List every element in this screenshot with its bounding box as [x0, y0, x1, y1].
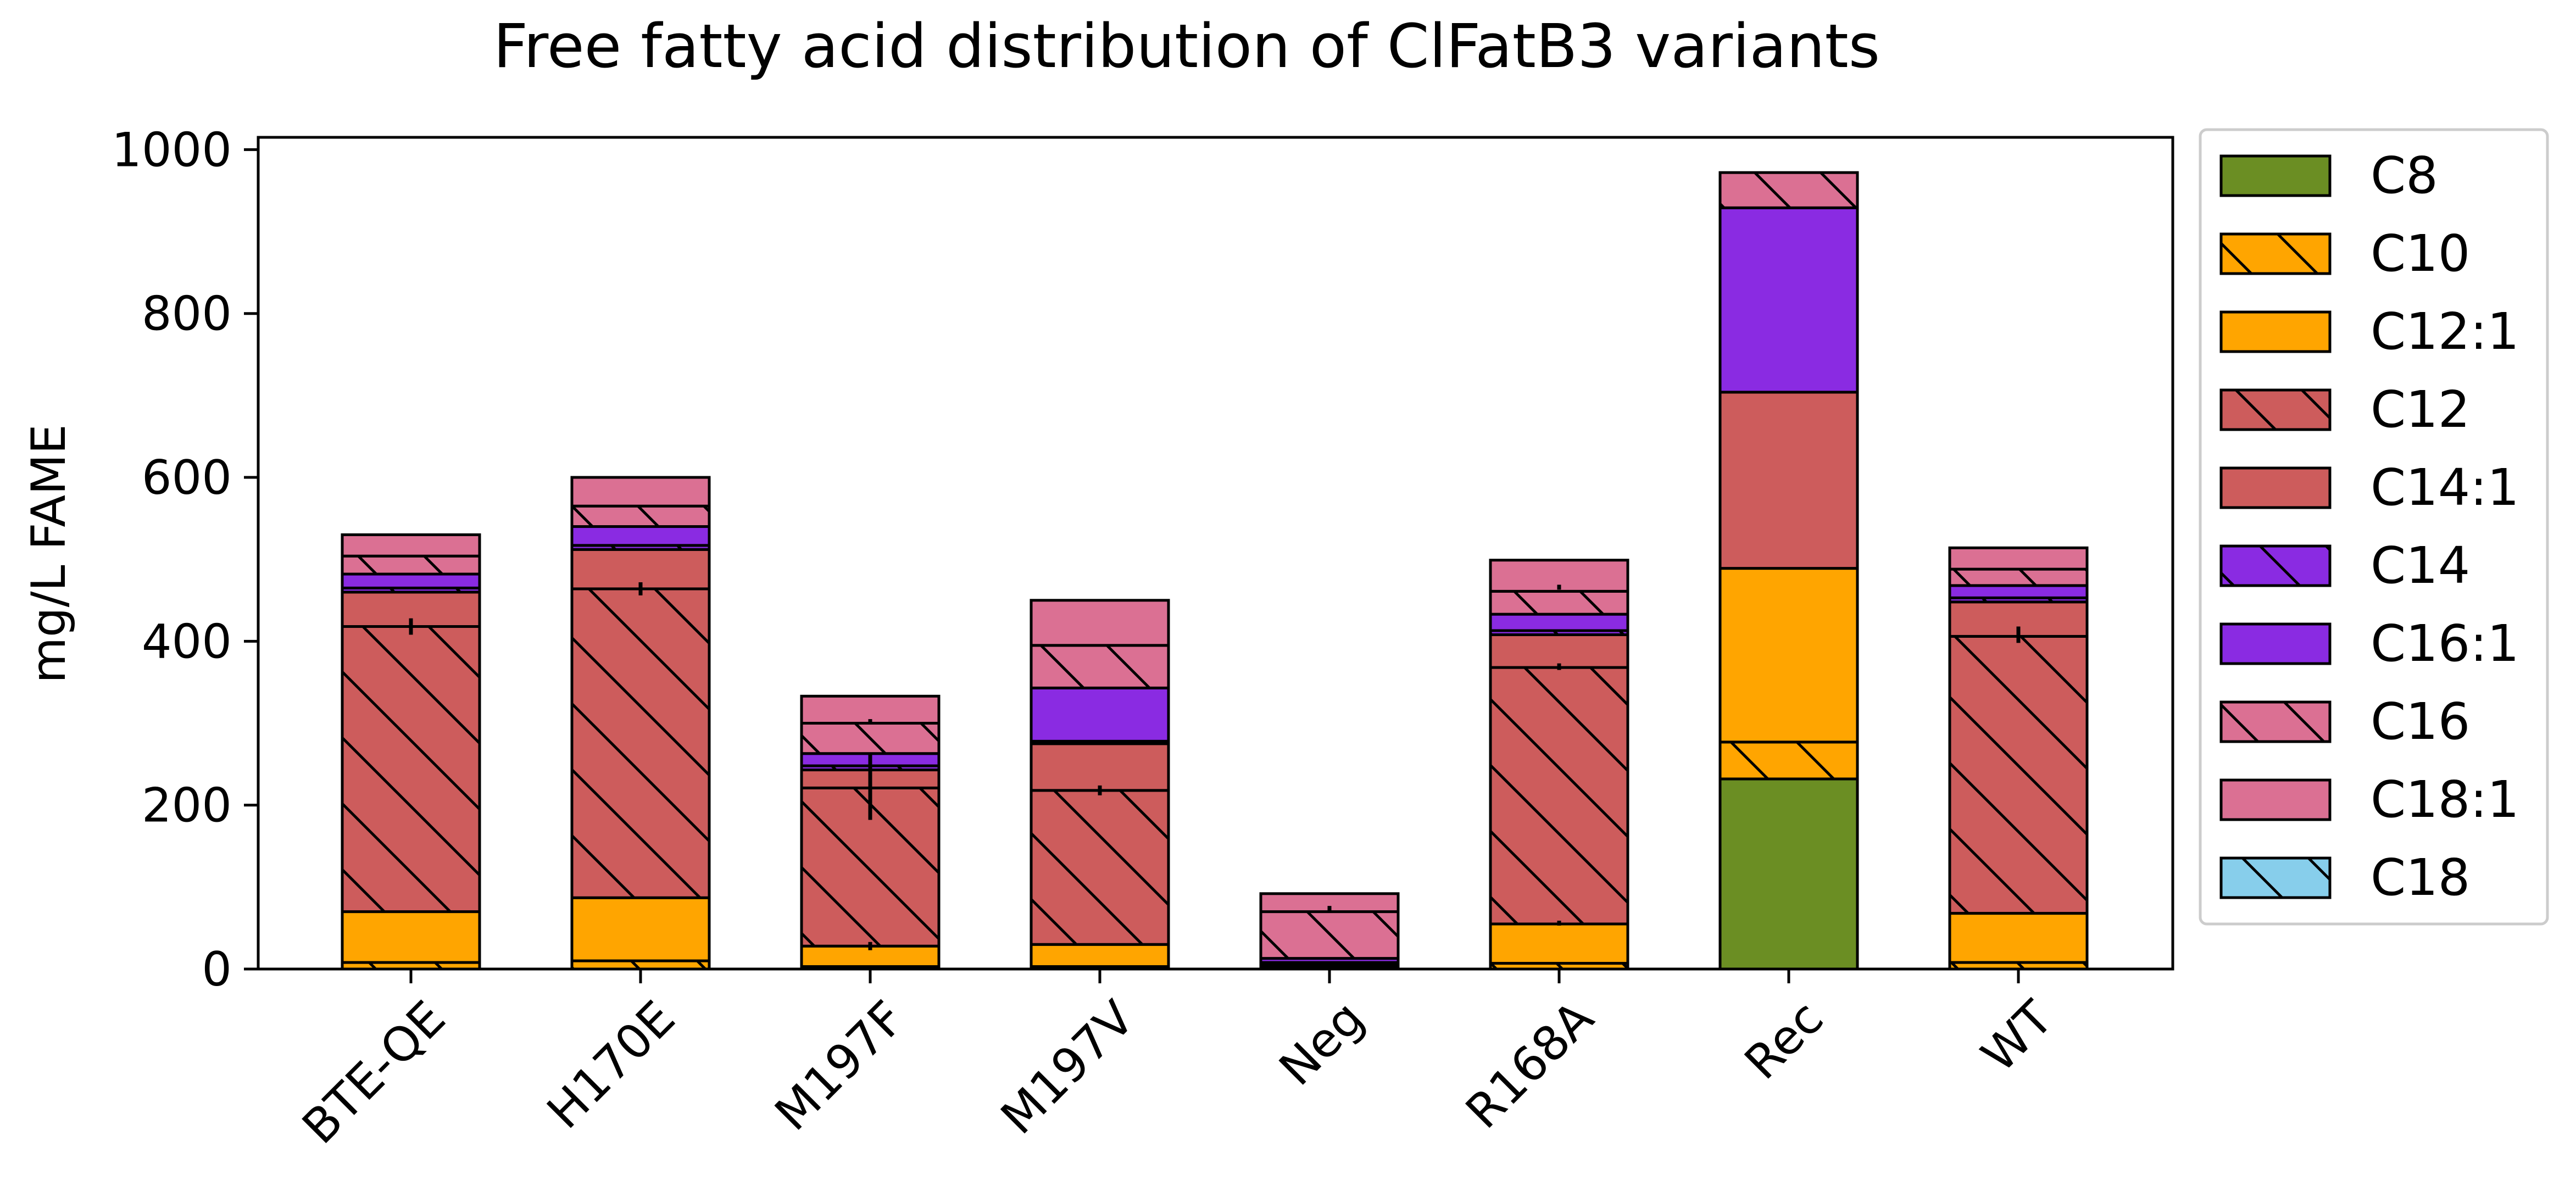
bar-r168a-c12-1 [1489, 922, 1629, 965]
legend-swatch-c18-hatch [2221, 858, 2330, 898]
y-tick-label-1000: 1000 [112, 123, 232, 177]
bar-rec-c10-hatch [1720, 742, 1857, 779]
bar-r168a-c14-1 [1489, 633, 1629, 669]
x-tick-label-rec: Rec [1734, 990, 1834, 1090]
bar-wt-c16-1 [1948, 584, 2089, 599]
bar-h170e-c14-hatch [572, 545, 709, 550]
bar-wt-c14-hatch [1950, 598, 2087, 602]
bar-m197f-c16-hatch [802, 723, 939, 754]
legend-label-c16-1: C16:1 [2371, 614, 2519, 673]
y-axis-label: mg/L FAME [21, 424, 76, 683]
bar-bte-qe-c16-1 [341, 572, 481, 589]
legend-swatch-c16-hatch [2221, 702, 2330, 742]
legend: C8 C10 C12:1 C12 C14:1 C14 C16:1 C16 C18:1 C18 [2199, 128, 2549, 926]
bar-rec-c16-1 [1718, 206, 1859, 394]
bar-wt-c18-1 [1948, 546, 2089, 571]
bar-m197v-c16-hatch [1031, 645, 1169, 688]
legend-label-c18-1: C18:1 [2371, 770, 2519, 829]
bar-rec-c8 [1718, 777, 1859, 971]
y-tick-label-600: 600 [142, 450, 232, 505]
x-tick-label-m197v: M197V [991, 990, 1145, 1145]
legend-swatch-c18-1 [2219, 778, 2332, 821]
bar-rec-c14-1 [1718, 391, 1859, 570]
bar-h170e-c10-hatch [572, 961, 709, 969]
legend-swatch-c12-hatch [2221, 390, 2330, 430]
x-tick-label-bte-qe: BTE-QE [292, 990, 456, 1154]
bar-h170e-c18-1 [570, 476, 711, 508]
x-axis-ticks: BTE-QE H170E M197F M197V Neg R168A Rec WT [292, 969, 2063, 1155]
bar-h170e-c12-hatch [572, 588, 709, 898]
bar-wt-c10-hatch [1950, 962, 2087, 969]
bar-bte-qe-c12-hatch [342, 626, 480, 912]
bar-r168a-c12-hatch [1490, 667, 1628, 924]
x-tick-label-wt: WT [1971, 990, 2063, 1083]
y-tick-label-0: 0 [202, 942, 232, 997]
bar-m197v-c18-1 [1030, 599, 1170, 647]
bar-wt-c12-hatch [1950, 636, 2087, 914]
bar-wt-c12-1 [1948, 912, 2089, 964]
legend-swatch-c8 [2219, 154, 2332, 197]
error-bars [409, 582, 2021, 950]
bar-bte-qe-c12-1 [341, 910, 481, 964]
legend-label-c16: C16 [2371, 692, 2470, 751]
bar-r168a-c14-hatch [1490, 630, 1628, 635]
bar-m197v-c16-1 [1030, 686, 1170, 743]
bars [341, 171, 2089, 971]
bar-m197v-c12-1 [1030, 943, 1170, 968]
legend-swatch-c14-1 [2219, 466, 2332, 509]
legend-label-c14-1: C14:1 [2371, 458, 2519, 517]
legend-label-c8: C8 [2371, 146, 2438, 205]
bar-m197v-c12-hatch [1031, 790, 1169, 945]
bar-r168a-c16-hatch [1490, 591, 1628, 615]
legend-label-c12: C12 [2371, 380, 2470, 439]
legend-swatch-c16-1 [2219, 622, 2332, 665]
bar-r168a-c10-hatch [1490, 963, 1628, 969]
bar-bte-qe-c16-hatch [342, 556, 480, 575]
legend-swatch-c12-1 [2219, 310, 2332, 353]
bar-bte-qe-c10-hatch [342, 962, 480, 969]
legend-label-c12-1: C12:1 [2371, 302, 2519, 361]
bar-h170e-c16-hatch [572, 506, 709, 527]
bar-bte-qe-c14-hatch [342, 588, 480, 592]
bar-h170e-c12-1 [570, 896, 711, 962]
x-tick-label-m197f: M197F [765, 990, 915, 1141]
bar-m197f-c18-1 [800, 694, 941, 725]
bar-r168a-c16-1 [1489, 613, 1629, 632]
bar-m197v-c14-1 [1030, 742, 1170, 792]
x-tick-label-h170e: H170E [537, 990, 686, 1139]
y-tick-label-200: 200 [142, 778, 232, 833]
legend-swatch-c10-hatch [2221, 234, 2330, 274]
bar-h170e-c14-1 [570, 548, 711, 591]
y-tick-label-400: 400 [142, 614, 232, 669]
bar-bte-qe-c18-1 [341, 533, 481, 558]
bar-h170e-c16-1 [570, 525, 711, 547]
x-tick-label-r168a: R168A [1455, 990, 1604, 1139]
legend-swatch-c14-hatch [2221, 546, 2330, 586]
bar-wt-c16-hatch [1950, 569, 2087, 586]
x-tick-label-neg: Neg [1269, 990, 1375, 1096]
bar-rec-c16-hatch [1720, 172, 1857, 208]
legend-label-c10: C10 [2371, 224, 2470, 283]
y-axis-ticks: 0 200 400 600 800 1000 [112, 123, 258, 997]
chart-title: Free fatty acid distribution of ClFatB3 … [493, 11, 1880, 81]
bar-rec-c12-1 [1718, 567, 1859, 744]
plot-frame [257, 136, 2174, 971]
legend-label-c18: C18 [2371, 848, 2470, 907]
legend-label-c14: C14 [2371, 536, 2470, 595]
y-tick-label-800: 800 [142, 287, 232, 342]
bar-neg-c16-hatch [1261, 911, 1398, 959]
